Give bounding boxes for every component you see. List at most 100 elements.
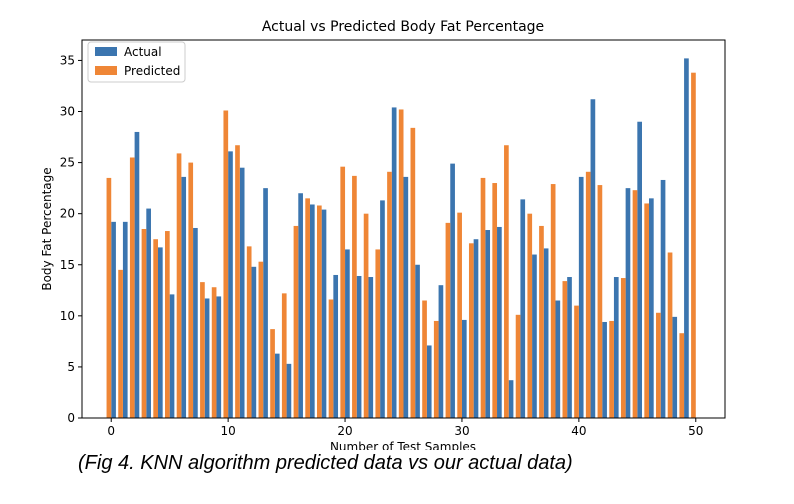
bar-predicted-4 [153, 239, 158, 418]
bar-predicted-14 [270, 329, 275, 418]
bar-predicted-39 [562, 281, 568, 418]
x-axis-label: Number of Test Samples [330, 440, 476, 450]
bar-actual-27 [426, 345, 432, 418]
x-tick-label: 0 [107, 424, 115, 438]
bar-predicted-48 [667, 252, 673, 418]
bar-actual-36 [532, 254, 537, 418]
bar-actual-25 [403, 176, 409, 418]
bar-predicted-8 [200, 282, 205, 418]
bar-predicted-30 [457, 212, 462, 418]
x-tick-label: 40 [571, 424, 586, 438]
bar-predicted-40 [574, 305, 579, 418]
bar-predicted-15 [281, 293, 287, 418]
bar-actual-1 [122, 221, 128, 418]
bar-predicted-31 [468, 243, 474, 418]
bar-predicted-2 [129, 157, 135, 419]
bar-actual-42 [602, 321, 607, 418]
bar-actual-5 [169, 294, 175, 418]
bar-predicted-20 [340, 166, 346, 418]
bar-actual-46 [649, 198, 654, 418]
bar-actual-18 [321, 209, 327, 418]
bar-predicted-23 [375, 249, 381, 418]
bar-predicted-13 [258, 261, 264, 418]
y-axis-label: Body Fat Percentage [40, 167, 54, 290]
bar-predicted-45 [632, 190, 638, 418]
bar-actual-34 [508, 380, 514, 418]
y-tick-label: 20 [60, 207, 75, 221]
bar-actual-30 [461, 319, 467, 418]
bar-predicted-21 [352, 175, 357, 418]
bar-predicted-46 [644, 203, 650, 418]
bar-predicted-27 [422, 300, 427, 418]
bar-predicted-11 [235, 145, 240, 419]
bar-predicted-7 [188, 162, 194, 418]
bar-actual-23 [380, 200, 385, 418]
y-tick-label: 25 [60, 156, 75, 170]
bar-predicted-50 [691, 72, 696, 418]
bar-predicted-25 [398, 109, 404, 418]
bar-actual-45 [637, 121, 642, 418]
legend-swatch-predicted [95, 66, 117, 75]
bar-actual-41 [590, 99, 596, 418]
legend: Actual Predicted [87, 41, 186, 83]
bar-actual-49 [684, 58, 689, 418]
bar-actual-33 [497, 226, 502, 418]
bar-actual-32 [485, 230, 491, 418]
y-tick-label: 5 [67, 360, 75, 374]
bar-predicted-34 [504, 145, 509, 419]
bar-predicted-28 [433, 320, 439, 418]
bar-actual-3 [146, 208, 151, 418]
bar-predicted-41 [585, 171, 591, 418]
bar-predicted-16 [293, 225, 299, 418]
bar-predicted-47 [656, 312, 661, 418]
bar-predicted-6 [176, 153, 182, 418]
y-tick-label: 35 [60, 53, 75, 67]
bar-actual-12 [251, 266, 257, 418]
bar-predicted-24 [387, 171, 392, 418]
bar-actual-0 [111, 221, 116, 418]
bar-predicted-12 [246, 246, 252, 418]
bar-actual-7 [193, 227, 198, 418]
bar-predicted-44 [620, 278, 626, 418]
bar-predicted-19 [328, 299, 334, 418]
bar-actual-37 [543, 248, 549, 418]
bar-predicted-38 [550, 184, 556, 418]
bar-actual-22 [368, 277, 374, 418]
y-tick-label: 15 [60, 258, 75, 272]
bar-predicted-36 [527, 213, 533, 418]
bar-predicted-49 [679, 333, 685, 418]
bar-actual-31 [473, 239, 479, 418]
bar-predicted-0 [106, 177, 112, 418]
y-tick-label: 0 [67, 411, 75, 425]
bar-actual-11 [239, 167, 245, 418]
x-tick-label: 20 [337, 424, 352, 438]
bar-predicted-17 [305, 198, 310, 418]
bar-predicted-3 [141, 229, 147, 418]
bar-actual-28 [438, 285, 444, 418]
bar-actual-4 [157, 247, 163, 418]
bar-actual-9 [216, 296, 222, 418]
figure-caption: (Fig 4. KNN algorithm predicted data vs … [78, 452, 573, 474]
bar-predicted-9 [211, 287, 217, 418]
bar-actual-26 [415, 264, 420, 418]
bar-predicted-18 [316, 205, 322, 418]
bar-actual-44 [625, 188, 631, 418]
y-tick-label: 10 [60, 309, 75, 323]
bar-actual-43 [613, 277, 619, 418]
bar-predicted-35 [515, 314, 521, 418]
bar-predicted-32 [480, 177, 486, 418]
bar-predicted-42 [597, 185, 603, 418]
bar-actual-19 [333, 274, 339, 418]
bar-predicted-22 [363, 213, 369, 418]
x-tick-label: 30 [454, 424, 469, 438]
bar-actual-21 [356, 275, 362, 418]
bar-predicted-29 [445, 222, 451, 418]
y-tick-label: 30 [60, 105, 75, 119]
bar-actual-14 [274, 353, 280, 418]
bar-predicted-26 [410, 127, 416, 419]
bar-actual-35 [520, 199, 526, 418]
legend-label-actual: Actual [124, 45, 162, 59]
chart-title: Actual vs Predicted Body Fat Percentage [262, 19, 544, 35]
bar-actual-24 [391, 107, 397, 419]
bar-actual-29 [450, 163, 455, 418]
